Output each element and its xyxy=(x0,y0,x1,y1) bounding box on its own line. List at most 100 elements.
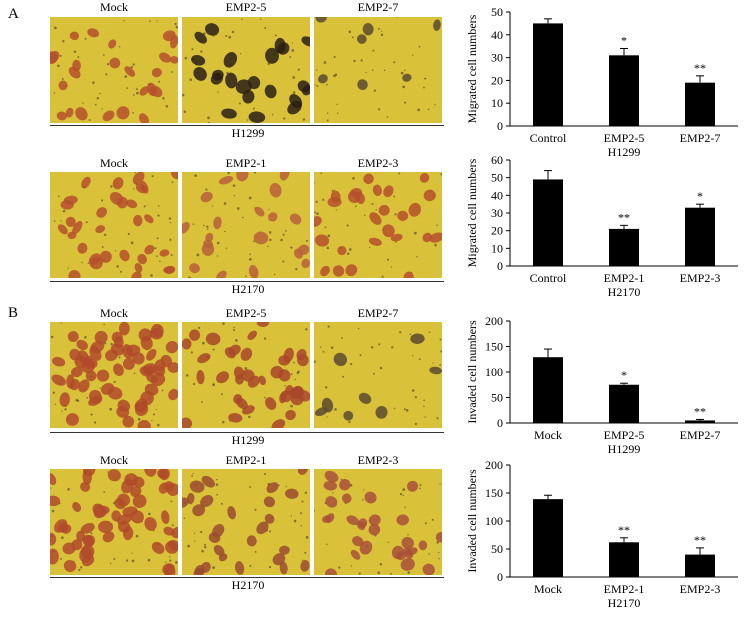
y-tick-label: 50 xyxy=(491,171,503,185)
cell-blob xyxy=(96,369,110,382)
cell-blob xyxy=(111,331,123,343)
cell-blob xyxy=(197,353,211,364)
cell-blob xyxy=(256,322,270,328)
chart-svg: 0 50 100 150 200 Invaded cell numbers Mock ** EM… xyxy=(465,458,738,610)
cell-blob xyxy=(218,175,234,185)
cell-blob xyxy=(321,397,334,413)
cell-blob xyxy=(182,338,192,350)
cell-blob xyxy=(228,413,243,423)
cell-blob xyxy=(285,409,296,421)
cell-blob xyxy=(144,214,154,224)
x-tick-label: Control xyxy=(530,131,567,145)
micrograph-canvas xyxy=(314,469,442,575)
chart-svg: 0 10 20 30 40 50 60 Migrated cell numbers Contro… xyxy=(465,153,738,299)
cell-blob xyxy=(182,497,189,508)
micrograph-canvas xyxy=(314,322,442,428)
cell-blob xyxy=(144,244,155,255)
cell-blob xyxy=(52,356,66,367)
cell-blob xyxy=(78,379,90,393)
micrograph-canvas xyxy=(182,172,310,278)
cell-blob xyxy=(189,329,201,341)
x-tick-label: EMP2-3 xyxy=(680,582,721,596)
micrograph-canvas xyxy=(182,469,310,575)
x-tick-label: EMP2-7 xyxy=(680,428,721,442)
cell-blob xyxy=(271,419,286,428)
cell-blob xyxy=(196,370,205,385)
cell-blob xyxy=(102,110,115,122)
cell-blob xyxy=(134,263,143,273)
cell-blob xyxy=(88,395,103,406)
micrograph-b2-emp2-1 xyxy=(182,469,310,575)
cell-blob xyxy=(82,534,94,547)
cell-line-group-label: H1299 xyxy=(608,145,641,159)
cell-blob xyxy=(72,502,82,512)
cell-blob xyxy=(339,478,351,491)
micrograph-canvas xyxy=(50,469,178,575)
cell-blob xyxy=(240,347,253,361)
cell-blob xyxy=(97,520,114,533)
cell-blob xyxy=(324,470,339,483)
cell-blob xyxy=(419,173,430,183)
cell-blob xyxy=(208,532,221,543)
cell-blob xyxy=(168,388,178,401)
cell-blob xyxy=(204,23,220,36)
cell-blob xyxy=(289,213,302,225)
cell-blob xyxy=(194,31,207,44)
image-label-a2-3: EMP2-3 xyxy=(357,156,399,170)
cell-blob xyxy=(301,258,310,269)
y-tick-label: 10 xyxy=(491,241,503,255)
cell-blob xyxy=(223,52,238,68)
cell-blob xyxy=(51,374,66,386)
image-label-b1-2: EMP2-5 xyxy=(225,306,267,320)
bar-chart-migration-h1299: 0 10 20 30 40 50 Migrated cell numbers Control *… xyxy=(458,4,748,162)
cell-blob xyxy=(65,216,76,228)
cell-blob xyxy=(163,266,175,274)
cell-blob xyxy=(368,514,381,526)
bar-chart-migration-h2170: 0 10 20 30 40 50 60 Migrated cell numbers Contro… xyxy=(458,152,748,302)
cell-blob xyxy=(112,177,124,190)
cell-blob xyxy=(123,526,134,541)
image-label-a1-1: Mock xyxy=(100,0,128,14)
significance-marker: ** xyxy=(694,404,706,418)
cell-blob xyxy=(68,269,81,278)
bar xyxy=(685,207,715,266)
micrograph-a2-emp2-3 xyxy=(314,172,442,278)
cell-blob xyxy=(71,539,83,551)
cell-blob xyxy=(122,415,135,428)
micrograph-a1-emp2-5 xyxy=(182,17,310,123)
cell-blob xyxy=(102,531,115,543)
cell-blob xyxy=(265,47,279,64)
cell-blob xyxy=(325,496,338,508)
cell-blob xyxy=(144,383,159,396)
micrograph-b2-mock xyxy=(50,469,178,575)
cell-blob xyxy=(134,401,149,417)
cell-blob xyxy=(59,392,70,407)
cell-blob xyxy=(372,184,382,196)
cell-blob xyxy=(139,180,149,194)
y-tick-label: 0 xyxy=(497,570,503,584)
cell-blob xyxy=(200,495,214,508)
cell-blob xyxy=(429,232,442,243)
cell-blob xyxy=(345,264,358,277)
cell-blob xyxy=(85,370,97,382)
cell-blob xyxy=(50,473,57,486)
cell-line-group-label: H2170 xyxy=(608,285,641,299)
cell-blob xyxy=(99,250,112,263)
cell-blob xyxy=(50,532,57,546)
y-tick-label: 20 xyxy=(491,224,503,238)
cell-blob xyxy=(296,348,307,361)
cell-line-baseline xyxy=(50,281,444,282)
image-label-b2-3: EMP2-3 xyxy=(357,453,399,467)
cell-blob xyxy=(213,216,222,230)
cell-blob xyxy=(278,355,291,366)
cell-blob xyxy=(170,35,178,49)
cell-blob xyxy=(369,212,382,225)
image-label-b2-2: EMP2-1 xyxy=(225,453,267,467)
cell-blob xyxy=(191,54,206,66)
cell-blob xyxy=(122,358,135,370)
cell-blob xyxy=(247,330,257,341)
significance-marker: ** xyxy=(618,210,630,224)
cell-blob xyxy=(280,390,293,403)
cell-blob xyxy=(54,519,68,533)
cell-blob xyxy=(269,182,282,198)
